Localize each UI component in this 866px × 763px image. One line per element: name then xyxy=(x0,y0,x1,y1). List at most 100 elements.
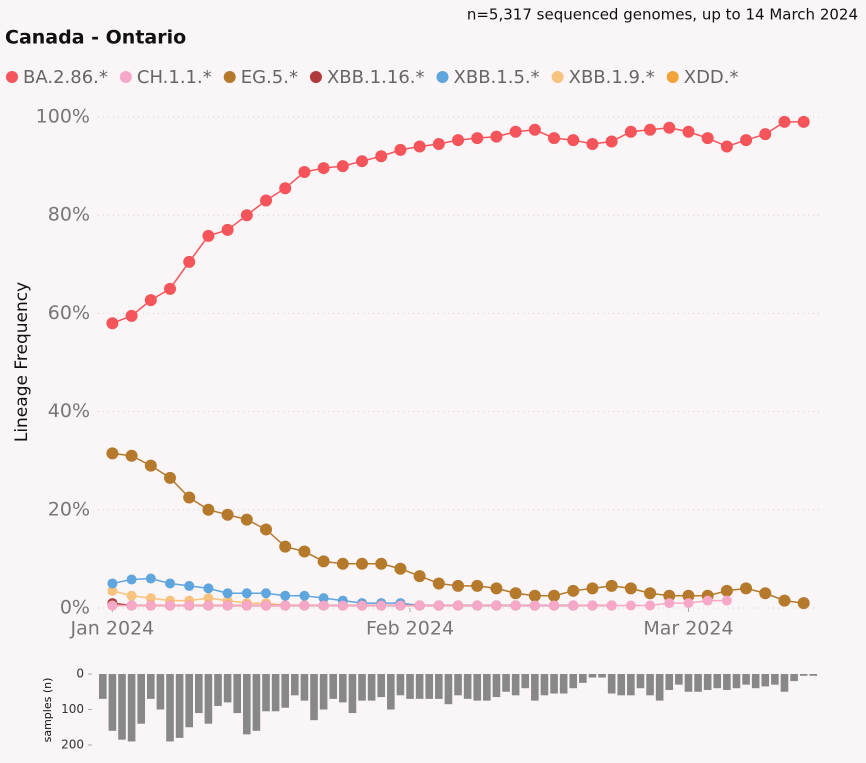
bar xyxy=(271,674,280,712)
legend-marker xyxy=(309,71,322,83)
x-tick-label: Feb 2024 xyxy=(366,618,454,640)
data-point xyxy=(759,587,772,600)
data-point xyxy=(683,598,694,609)
data-point xyxy=(529,600,540,611)
data-point xyxy=(413,570,426,583)
data-point xyxy=(509,587,522,600)
legend-label: XBB.1.5.* xyxy=(454,67,540,88)
data-point xyxy=(317,555,330,568)
bar xyxy=(147,674,155,699)
data-point xyxy=(606,600,617,611)
data-point xyxy=(548,132,561,145)
legend-marker xyxy=(666,71,679,83)
data-point xyxy=(144,459,157,472)
data-point xyxy=(222,588,233,599)
y-tick-label: 100% xyxy=(36,106,90,128)
data-point xyxy=(414,600,425,611)
bar xyxy=(108,674,117,731)
bar xyxy=(636,674,645,689)
bar xyxy=(127,674,136,742)
data-point xyxy=(702,595,713,606)
data-point xyxy=(202,503,215,516)
bar xyxy=(185,674,194,728)
bar xyxy=(223,674,232,703)
data-point xyxy=(145,573,156,584)
bar xyxy=(492,674,501,698)
bar xyxy=(454,674,462,696)
data-point xyxy=(126,600,137,611)
data-point xyxy=(241,588,252,599)
bar xyxy=(751,674,760,689)
data-point xyxy=(721,595,732,606)
y-tick-label: 0 xyxy=(76,667,84,681)
bar xyxy=(684,674,693,692)
data-point xyxy=(432,577,445,590)
data-point xyxy=(183,491,196,504)
data-point xyxy=(299,600,310,611)
bar xyxy=(521,674,530,689)
bar xyxy=(617,674,626,696)
data-point xyxy=(280,590,291,601)
y-tick-label: 0% xyxy=(60,597,90,619)
data-point xyxy=(491,600,502,611)
y-tick-label: 40% xyxy=(48,400,90,422)
bar xyxy=(771,674,779,685)
bar xyxy=(348,674,357,714)
data-point xyxy=(471,132,484,145)
data-point xyxy=(452,134,465,147)
bar xyxy=(214,674,222,706)
legend-marker xyxy=(119,71,132,83)
data-point xyxy=(298,165,311,178)
data-point xyxy=(165,600,176,611)
data-point xyxy=(509,125,522,138)
bar xyxy=(713,674,722,689)
bar xyxy=(387,674,395,710)
bar xyxy=(463,674,472,699)
bar xyxy=(723,674,731,690)
data-point xyxy=(375,557,388,570)
data-point xyxy=(586,138,599,151)
data-point xyxy=(240,209,253,222)
bar xyxy=(396,674,405,696)
y-axis-label: Lineage Frequency xyxy=(12,282,32,442)
bar xyxy=(665,674,674,690)
data-point xyxy=(299,590,310,601)
data-point xyxy=(605,579,618,592)
bar xyxy=(406,674,414,699)
legend-label: XBB.1.9.* xyxy=(569,67,655,88)
data-point xyxy=(260,194,273,207)
data-point xyxy=(106,317,119,330)
data-point xyxy=(357,600,368,611)
data-point xyxy=(586,582,599,595)
data-point xyxy=(145,593,156,604)
data-point xyxy=(395,600,406,611)
bar xyxy=(790,674,798,682)
y-tick-label: 60% xyxy=(48,302,90,324)
data-point xyxy=(778,115,791,128)
bar xyxy=(579,674,587,683)
bar xyxy=(233,674,242,714)
data-point xyxy=(376,600,387,611)
bar xyxy=(550,674,558,694)
bar xyxy=(588,674,597,678)
data-point xyxy=(663,589,676,602)
bar xyxy=(291,674,299,696)
legend-marker xyxy=(436,71,449,83)
bar xyxy=(473,674,482,701)
bar xyxy=(799,674,808,676)
bar xyxy=(243,674,251,735)
bar xyxy=(262,674,270,712)
data-point xyxy=(452,579,465,592)
bar xyxy=(175,674,184,738)
bar xyxy=(281,674,290,708)
data-point xyxy=(510,600,521,611)
data-point xyxy=(164,282,177,295)
data-point xyxy=(107,585,118,596)
legend-marker xyxy=(223,71,236,83)
data-point xyxy=(106,447,119,460)
legend-marker xyxy=(6,71,18,83)
data-point xyxy=(797,597,810,610)
data-point xyxy=(375,150,388,163)
data-point xyxy=(567,134,580,147)
data-point xyxy=(528,123,541,136)
